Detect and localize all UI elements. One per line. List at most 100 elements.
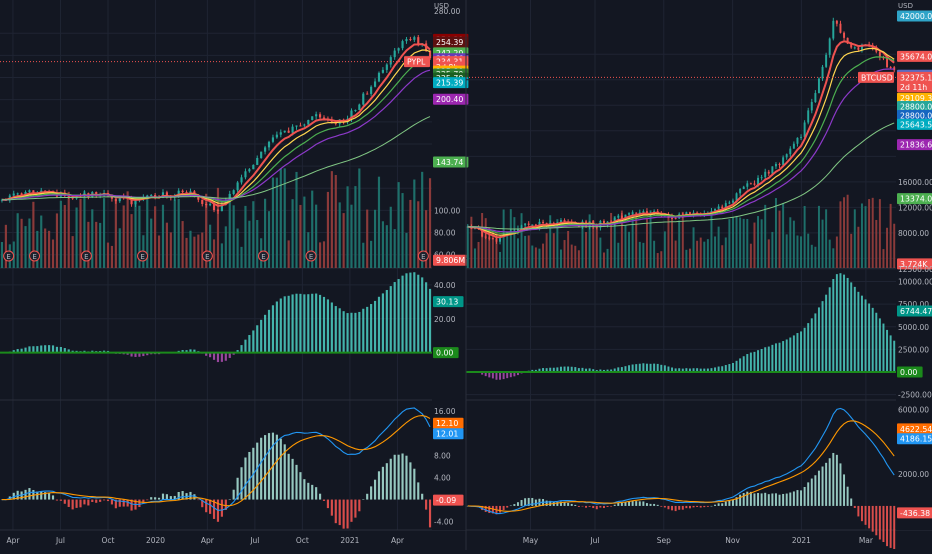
candle-body — [150, 195, 153, 197]
indicator-histogram-bar — [397, 279, 400, 353]
indicator-histogram-bar — [757, 350, 760, 372]
candle-body — [846, 37, 849, 44]
indicator-histogram-bar — [370, 304, 373, 353]
volume-bar — [99, 222, 102, 268]
macd-histogram-bar — [592, 505, 595, 509]
macd-histogram-bar — [531, 497, 534, 506]
indicator-histogram-bar — [552, 367, 555, 372]
indicator-histogram-bar — [878, 318, 881, 372]
macd-histogram-bar — [484, 505, 487, 512]
candle-body — [488, 237, 491, 239]
volume-bar — [878, 199, 881, 268]
macd-histogram-bar — [724, 501, 727, 506]
indicator-histogram-bar — [481, 371, 484, 375]
candle-body — [789, 148, 792, 155]
earnings-icon-label: E — [421, 253, 425, 261]
indicator-histogram-bar — [244, 339, 247, 353]
candle-body — [688, 212, 691, 216]
indicator-histogram-bar — [531, 369, 534, 372]
volume-bar — [209, 224, 212, 268]
indicator-histogram-bar — [585, 368, 588, 372]
volume-bar — [742, 218, 745, 268]
indicator-histogram-bar — [409, 272, 412, 353]
candle-body — [832, 20, 835, 39]
price-badge-text: 254.39 — [436, 38, 463, 47]
candle-body — [516, 228, 519, 232]
volume-bar — [588, 214, 591, 268]
candle-body — [624, 214, 627, 219]
volume-bar — [67, 191, 70, 268]
macd-histogram-bar — [0, 499, 4, 501]
volume-bar — [860, 203, 863, 268]
price-badge — [897, 118, 932, 130]
indicator-histogram-bar — [16, 349, 19, 353]
volume-bar — [721, 245, 724, 268]
volume-bar — [275, 177, 278, 268]
indicator-histogram-bar — [671, 367, 674, 372]
candle-body — [524, 223, 527, 226]
volume-bar — [495, 233, 498, 268]
indicator-histogram-bar — [248, 335, 251, 353]
macd-histogram-bar — [154, 497, 157, 500]
volume-bar — [549, 215, 552, 268]
volume-bar — [868, 199, 871, 268]
volume-bar — [4, 224, 7, 268]
currency-label: USD — [898, 2, 913, 10]
macd-histogram-bar — [315, 487, 318, 500]
candle-body — [481, 229, 484, 237]
macd-histogram-bar — [264, 435, 267, 500]
indicator-badge-text: 0.00 — [436, 349, 453, 358]
volume-bar — [283, 168, 286, 268]
volume-bar — [228, 193, 231, 268]
volume-bar — [760, 219, 763, 268]
macd-histogram-bar — [825, 462, 828, 506]
candle-body — [291, 126, 294, 133]
x-axis-label-apr: Apr — [391, 536, 405, 545]
indicator-histogram-bar — [699, 368, 702, 372]
candle-body — [495, 238, 498, 242]
macd-histogram-bar — [138, 499, 141, 508]
symbol-tag-text: BTCUSD — [861, 73, 893, 82]
candle-body — [878, 51, 881, 58]
candle-body — [531, 224, 534, 226]
price-badge — [897, 193, 932, 205]
indicator-histogram-bar — [366, 306, 369, 353]
volume-bar — [552, 233, 555, 268]
volume-bar — [205, 193, 208, 268]
macd-histogram-bar — [714, 504, 717, 506]
indicator-histogram-bar — [421, 277, 424, 353]
macd-histogram-bar — [735, 497, 738, 506]
volume-bar — [628, 231, 631, 268]
macd-histogram-bar — [717, 503, 720, 506]
indicator-histogram-bar — [224, 352, 227, 361]
volume-bar — [154, 206, 157, 268]
macd-histogram-bar — [599, 505, 602, 508]
x-axis-label-apr: Apr — [201, 536, 215, 545]
macd-histogram-bar — [342, 499, 345, 529]
moving-average-line-3 — [2, 69, 431, 201]
volume-bar — [484, 218, 487, 268]
macd-histogram-bar — [240, 467, 243, 500]
price-badge — [433, 93, 469, 105]
indicator-histogram-bar — [126, 352, 129, 355]
indicator-histogram-bar — [581, 367, 584, 372]
candle-body — [201, 199, 204, 204]
earnings-icon — [137, 250, 149, 262]
candle-body — [610, 221, 613, 223]
x-axis-label-2021: 2021 — [340, 536, 359, 545]
macd-histogram-bar — [102, 499, 106, 501]
macd-histogram-bar — [624, 501, 627, 506]
earnings-icon-label: E — [6, 253, 10, 261]
volume-bar — [248, 220, 251, 268]
indicator-histogram-bar — [567, 366, 570, 372]
candle-body — [757, 177, 760, 185]
volume-bar — [635, 217, 638, 268]
macd-tick-label: 4.00 — [434, 473, 451, 482]
indicator-histogram-bar — [889, 335, 892, 372]
candle-body — [256, 157, 259, 165]
macd-histogram-bar — [295, 464, 298, 500]
volume-bar — [477, 241, 480, 268]
volume-bar — [299, 204, 302, 268]
price-badge-text: 29109.38 — [900, 94, 932, 103]
